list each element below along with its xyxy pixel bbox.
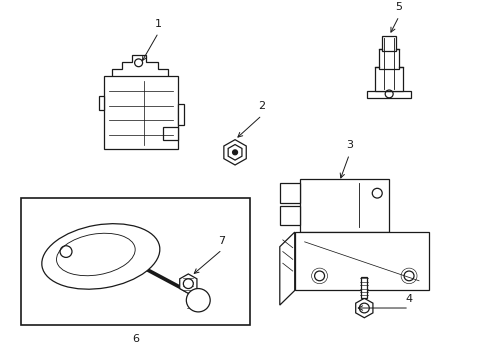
Circle shape [359,303,368,313]
Text: 4: 4 [405,294,412,304]
Polygon shape [103,76,178,149]
Text: 5: 5 [395,2,402,12]
Polygon shape [224,140,246,165]
Polygon shape [228,144,242,160]
Text: 3: 3 [345,140,352,150]
Polygon shape [374,67,402,91]
Ellipse shape [41,224,160,289]
Polygon shape [180,274,197,293]
Polygon shape [178,104,184,125]
Polygon shape [382,36,395,51]
Text: 7: 7 [218,236,225,246]
Text: 2: 2 [258,102,265,112]
Polygon shape [279,232,294,305]
Polygon shape [294,232,428,291]
Polygon shape [279,184,299,203]
Polygon shape [163,127,178,140]
Text: 1: 1 [155,19,162,29]
Circle shape [232,150,237,155]
Circle shape [186,289,210,312]
Polygon shape [299,179,388,232]
Polygon shape [355,298,372,318]
Text: 6: 6 [132,334,139,344]
Polygon shape [366,91,410,98]
Circle shape [183,279,193,289]
Polygon shape [379,49,398,69]
Polygon shape [361,277,366,298]
Polygon shape [21,198,249,325]
Circle shape [60,246,72,257]
Polygon shape [279,206,299,225]
Polygon shape [99,96,103,111]
